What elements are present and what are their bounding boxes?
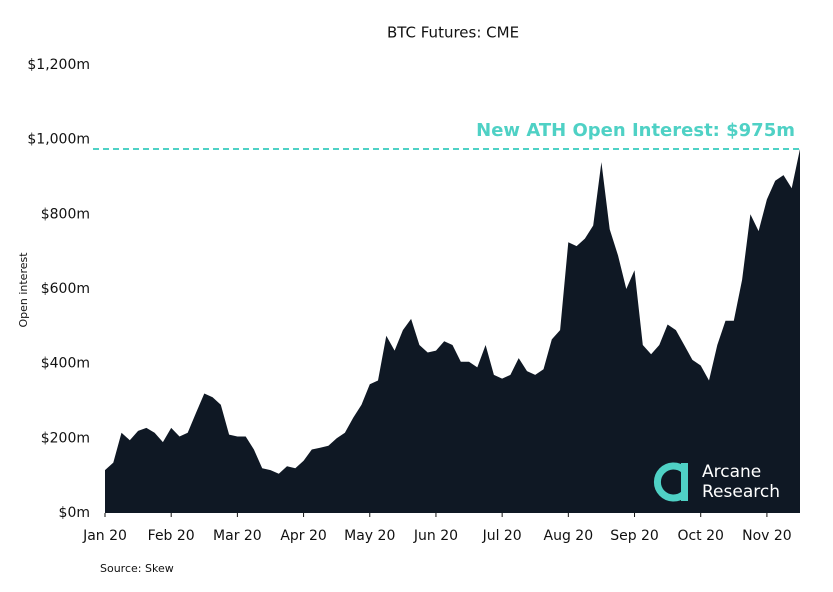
- x-tick-label: Sep 20: [610, 528, 659, 544]
- source: Source: Skew: [100, 562, 174, 575]
- x-tick-label: Jan 20: [82, 528, 127, 544]
- x-tick-label: Jun 20: [413, 528, 458, 544]
- chart-title: BTC Futures: CME: [387, 24, 519, 42]
- logo-ring: [653, 462, 687, 502]
- y-tick-label: $1,000m: [27, 132, 90, 148]
- x-tick-label: Mar 20: [213, 528, 262, 544]
- plot-area: [105, 149, 800, 513]
- x-tick-label: Oct 20: [677, 528, 723, 544]
- y-tick-label: $1,200m: [27, 57, 90, 73]
- reference-label: New ATH Open Interest: $975m: [476, 120, 795, 141]
- y-axis-label: Open interest: [17, 252, 30, 328]
- logo-bar: [681, 463, 688, 501]
- area: [105, 149, 800, 513]
- x-tick-label: Apr 20: [280, 528, 326, 544]
- logo-text: Arcane: [702, 462, 761, 482]
- logo: Arcane Research: [653, 462, 780, 502]
- y-tick-label: $200m: [41, 430, 90, 446]
- y-tick-label: $0m: [59, 505, 90, 521]
- x-tick-label: Feb 20: [148, 528, 195, 544]
- logo-text: Research: [702, 482, 780, 502]
- x-tick-label: Aug 20: [544, 528, 594, 544]
- x-tick-label: Nov 20: [742, 528, 792, 544]
- x-tick-label: May 20: [344, 528, 395, 544]
- x-tick-label: Jul 20: [482, 528, 522, 544]
- y-tick-label: $600m: [41, 281, 90, 297]
- y-tick-label: $400m: [41, 356, 90, 372]
- y-tick-label: $800m: [41, 206, 90, 222]
